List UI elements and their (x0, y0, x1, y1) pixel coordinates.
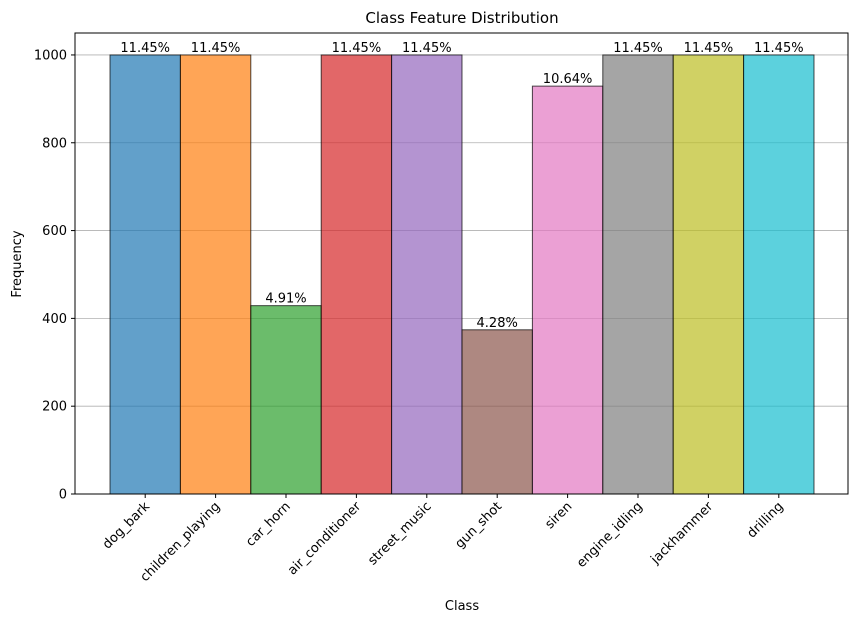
bar-engine_idling (602, 54, 674, 495)
chart-title: Class Feature Distribution (365, 9, 558, 27)
bar-siren (531, 85, 604, 495)
bar-car_horn (250, 305, 322, 495)
bar-children_playing (179, 54, 252, 495)
y-axis-label: Frequency (10, 230, 25, 297)
data-label: 11.45% (191, 41, 241, 56)
y-tick-label: 800 (42, 136, 67, 151)
data-label: 11.45% (754, 41, 804, 56)
data-label: 4.91% (265, 292, 306, 307)
plot-frame (74, 32, 849, 495)
x-tick-label: jackhammer (648, 499, 717, 568)
y-tick-label: 600 (42, 224, 67, 239)
bar-gun_shot (461, 329, 533, 495)
data-label: 11.45% (402, 41, 452, 56)
bar-dog_bark (109, 54, 181, 495)
y-tick-label: 0 (59, 488, 67, 503)
x-tick-label: street_music (365, 499, 434, 568)
x-tick-label: drilling (745, 499, 787, 541)
bars (109, 54, 815, 495)
bar-street_music (391, 54, 463, 495)
x-tick-label: gun_shot (452, 499, 505, 552)
data-labels: 11.45% 11.45% 4.91% 11.45% 11.45% 4.28% 10.64%… (120, 41, 803, 331)
x-tick-label: car_horn (243, 499, 294, 550)
x-tick-label: dog_bark (100, 499, 153, 552)
x-axis-label: Class (445, 599, 479, 614)
data-label: 11.45% (684, 41, 734, 56)
bar-air_conditioner (320, 54, 393, 495)
data-label: 11.45% (613, 41, 663, 56)
data-label: 10.64% (543, 72, 593, 87)
y-axis-ticks: 0 200 400 600 800 1000 (34, 48, 75, 503)
data-label: 11.45% (332, 41, 382, 56)
y-tick-label: 200 (42, 400, 67, 415)
y-tick-label: 1000 (34, 48, 67, 63)
x-tick-label: engine_idling (574, 499, 646, 571)
bar-drilling (743, 54, 815, 495)
x-tick-label: air_conditioner (285, 499, 365, 579)
data-label: 11.45% (120, 41, 170, 56)
data-label: 4.28% (477, 316, 518, 331)
x-tick-label: siren (542, 499, 575, 532)
bar-jackhammer (672, 54, 745, 495)
y-tick-label: 400 (42, 312, 67, 327)
